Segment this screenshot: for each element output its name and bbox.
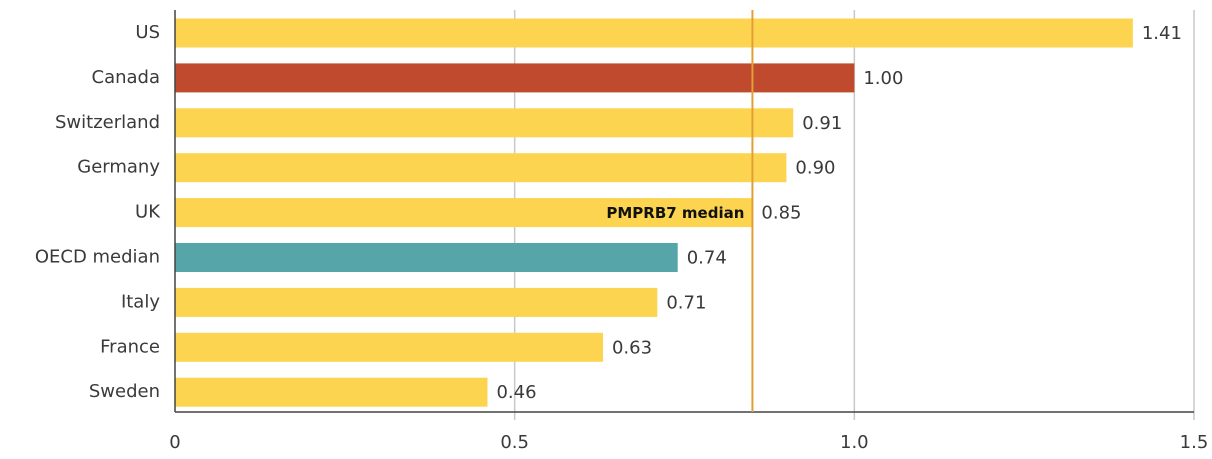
y-tick-label: France	[100, 336, 160, 357]
y-tick-label: OECD median	[35, 247, 160, 268]
bar	[175, 198, 753, 228]
bar	[175, 377, 488, 407]
value-label: 1.00	[863, 68, 903, 89]
y-tick-label: UK	[135, 202, 161, 223]
value-label: 0.71	[666, 292, 706, 313]
bar	[175, 243, 678, 272]
y-tick-label: Switzerland	[55, 112, 160, 133]
bar	[175, 108, 794, 138]
value-label: 0.63	[612, 337, 652, 358]
y-tick-label: US	[135, 22, 160, 43]
value-label: 0.85	[761, 203, 801, 224]
y-tick-label: Sweden	[89, 381, 160, 402]
bar	[175, 18, 1133, 48]
value-label: 0.91	[802, 113, 842, 134]
value-label: 0.90	[795, 158, 835, 179]
bar	[175, 63, 855, 93]
value-label: 0.74	[687, 248, 727, 269]
bar	[175, 153, 787, 183]
x-tick-label: 1.5	[1180, 432, 1209, 453]
x-tick-label: 1.0	[840, 432, 869, 453]
y-tick-label: Germany	[77, 157, 160, 178]
x-tick-label: 0	[169, 432, 180, 453]
bar	[175, 287, 658, 317]
value-label: 1.41	[1142, 23, 1182, 44]
y-tick-label: Italy	[121, 291, 160, 312]
reference-label: PMPRB7 median	[606, 204, 744, 222]
bar	[175, 332, 603, 362]
y-tick-label: Canada	[92, 67, 161, 88]
x-tick-label: 0.5	[500, 432, 529, 453]
value-label: 0.46	[496, 382, 536, 403]
